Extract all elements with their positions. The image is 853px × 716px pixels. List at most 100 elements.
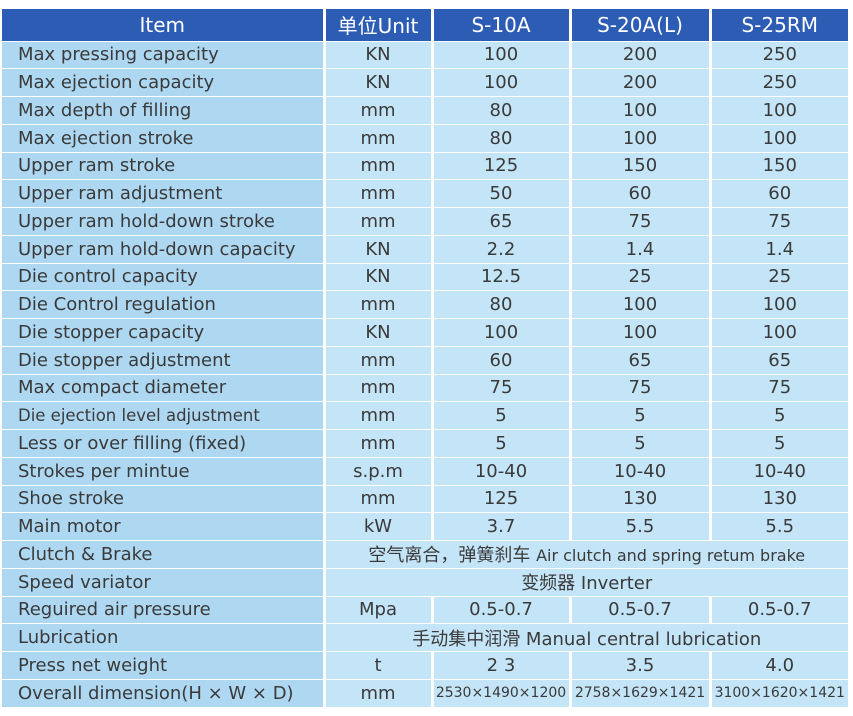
table-row: Die stopper adjustment mm 60 65 65: [2, 345, 848, 374]
row-value-s20al: 60: [570, 179, 712, 208]
table-row-weight: Press net weight t 2 3 3.5 4.0: [2, 651, 848, 680]
row-unit: KN: [324, 234, 434, 263]
row-value-s25rm: 10-40: [710, 456, 848, 485]
table-row: Max compact diameter mm 75 75 75: [2, 373, 848, 402]
row-value-s10a: 125: [432, 484, 572, 513]
row-value-s20al: 100: [570, 290, 712, 319]
row-value-s10a: 65: [432, 207, 572, 236]
row-value-s25rm: 75: [710, 373, 848, 402]
row-value-s20al: 200: [570, 40, 712, 69]
row-value-s25rm: 65: [710, 345, 848, 374]
table-row-dimension: Overall dimension(H × W × D) mm 2530×1490×…: [2, 678, 848, 707]
row-value-s20al: 65: [570, 345, 712, 374]
row-unit: KN: [324, 318, 434, 347]
table-row: Die stopper capacity KN 100 100 100: [2, 318, 848, 347]
row-value-s20al: 25: [570, 262, 712, 291]
spec-table: Item 单位Unit S-10A S-20A(L) S-25RM Max pr…: [2, 9, 848, 707]
table-row: Max ejection stroke mm 80 100 100: [2, 123, 848, 152]
row-label: Upper ram adjustment: [2, 179, 326, 208]
spanned-value-text: Air clutch and spring retum brake: [536, 546, 806, 566]
row-value-s25rm: 100: [710, 290, 848, 319]
row-value-s25rm: 100: [710, 318, 848, 347]
table-row: Die Control regulation mm 80 100 100: [2, 290, 848, 319]
row-value-s20al: 130: [570, 484, 712, 513]
row-unit: KN: [324, 40, 434, 69]
row-value-s20al: 75: [570, 373, 712, 402]
table-row: Max pressing capacity KN 100 200 250: [2, 40, 848, 69]
table-row: Upper ram hold-down capacity KN 2.2 1.4 1.4: [2, 234, 848, 263]
row-value-s20al: 0.5-0.7: [570, 595, 712, 624]
row-unit: mm: [324, 151, 434, 180]
spanned-value-text: 空气离合，弹簧刹车: [368, 545, 531, 567]
row-value-s10a: 2 3: [432, 651, 572, 680]
row-label: Die ejection level adjustment: [2, 401, 326, 430]
row-unit: mm: [324, 373, 434, 402]
table-row: Die ejection level adjustment mm 5 5 5: [2, 401, 848, 430]
header-item: Item: [2, 9, 326, 41]
row-label: Shoe stroke: [2, 484, 326, 513]
row-value-s20al: 100: [570, 318, 712, 347]
table-row: Main motor kW 3.7 5.5 5.5: [2, 512, 848, 541]
table-row: Less or over filling (fixed) mm 5 5 5: [2, 429, 848, 458]
row-label: Max ejection capacity: [2, 68, 326, 97]
row-label: Press net weight: [2, 651, 326, 680]
row-unit: mm: [324, 678, 434, 707]
row-value-s20al: 1.4: [570, 234, 712, 263]
row-value-s10a: 80: [432, 123, 572, 152]
row-value-s25rm: 250: [710, 68, 848, 97]
row-unit: t: [324, 651, 434, 680]
table-row: Strokes per mintue s.p.m 10-40 10-40 10-40: [2, 456, 848, 485]
row-value-s25rm: 4.0: [710, 651, 848, 680]
row-label: Clutch & Brake: [2, 540, 326, 569]
row-value-s10a: 12.5: [432, 262, 572, 291]
row-value-s10a: 10-40: [432, 456, 572, 485]
row-value-s20al: 100: [570, 123, 712, 152]
row-label: Strokes per mintue: [2, 456, 326, 485]
row-unit: mm: [324, 401, 434, 430]
row-value-s25rm: 3100×1620×1421: [710, 678, 848, 707]
row-value-s10a: 0.5-0.7: [432, 595, 572, 624]
table-row-clutch: Clutch & Brake 空气离合，弹簧刹车 Air clutch and s…: [2, 540, 848, 569]
table-row: Upper ram stroke mm 125 150 150: [2, 151, 848, 180]
row-value-s10a: 60: [432, 345, 572, 374]
row-value-s10a: 75: [432, 373, 572, 402]
row-label: Upper ram hold-down stroke: [2, 207, 326, 236]
row-label: Max ejection stroke: [2, 123, 326, 152]
row-spanned-value: 空气离合，弹簧刹车 Air clutch and spring retum br…: [324, 540, 848, 569]
table-row-lubrication: Lubrication 手动集中润滑 Manual central lubrica…: [2, 623, 848, 652]
table-row: Upper ram hold-down stroke mm 65 75 75: [2, 207, 848, 236]
row-unit: KN: [324, 262, 434, 291]
row-value-s25rm: 5: [710, 401, 848, 430]
row-label: Speed variator: [2, 567, 326, 596]
row-value-s25rm: 100: [710, 96, 848, 125]
table-row: Shoe stroke mm 125 130 130: [2, 484, 848, 513]
table-header: Item 单位Unit S-10A S-20A(L) S-25RM: [2, 9, 848, 41]
row-value-s25rm: 250: [710, 40, 848, 69]
row-value-s20al: 5: [570, 429, 712, 458]
row-value-s25rm: 75: [710, 207, 848, 236]
row-value-s20al: 5: [570, 401, 712, 430]
row-value-s25rm: 150: [710, 151, 848, 180]
row-value-s10a: 100: [432, 318, 572, 347]
row-value-s25rm: 130: [710, 484, 848, 513]
row-value-s25rm: 0.5-0.7: [710, 595, 848, 624]
header-model-a: S-10A: [432, 9, 572, 41]
row-label: Main motor: [2, 512, 326, 541]
row-value-s25rm: 5: [710, 429, 848, 458]
row-label: Lubrication: [2, 623, 326, 652]
row-unit: s.p.m: [324, 456, 434, 485]
row-unit: mm: [324, 429, 434, 458]
row-value-s20al: 150: [570, 151, 712, 180]
table-row: Die control capacity KN 12.5 25 25: [2, 262, 848, 291]
row-label: Max pressing capacity: [2, 40, 326, 69]
row-value-s20al: 200: [570, 68, 712, 97]
row-value-s10a: 50: [432, 179, 572, 208]
row-value-s25rm: 5.5: [710, 512, 848, 541]
row-label: Overall dimension(H × W × D): [2, 678, 326, 707]
table-body: Max pressing capacity KN 100 200 250 Max ejec…: [2, 40, 848, 707]
header-model-b: S-20A(L): [570, 9, 712, 41]
row-value-s25rm: 100: [710, 123, 848, 152]
spanned-value-text: 变频器 Inverter: [521, 573, 653, 595]
row-value-s10a: 5: [432, 429, 572, 458]
spanned-value-text: 手动集中润滑 Manual central lubrication: [412, 628, 762, 650]
